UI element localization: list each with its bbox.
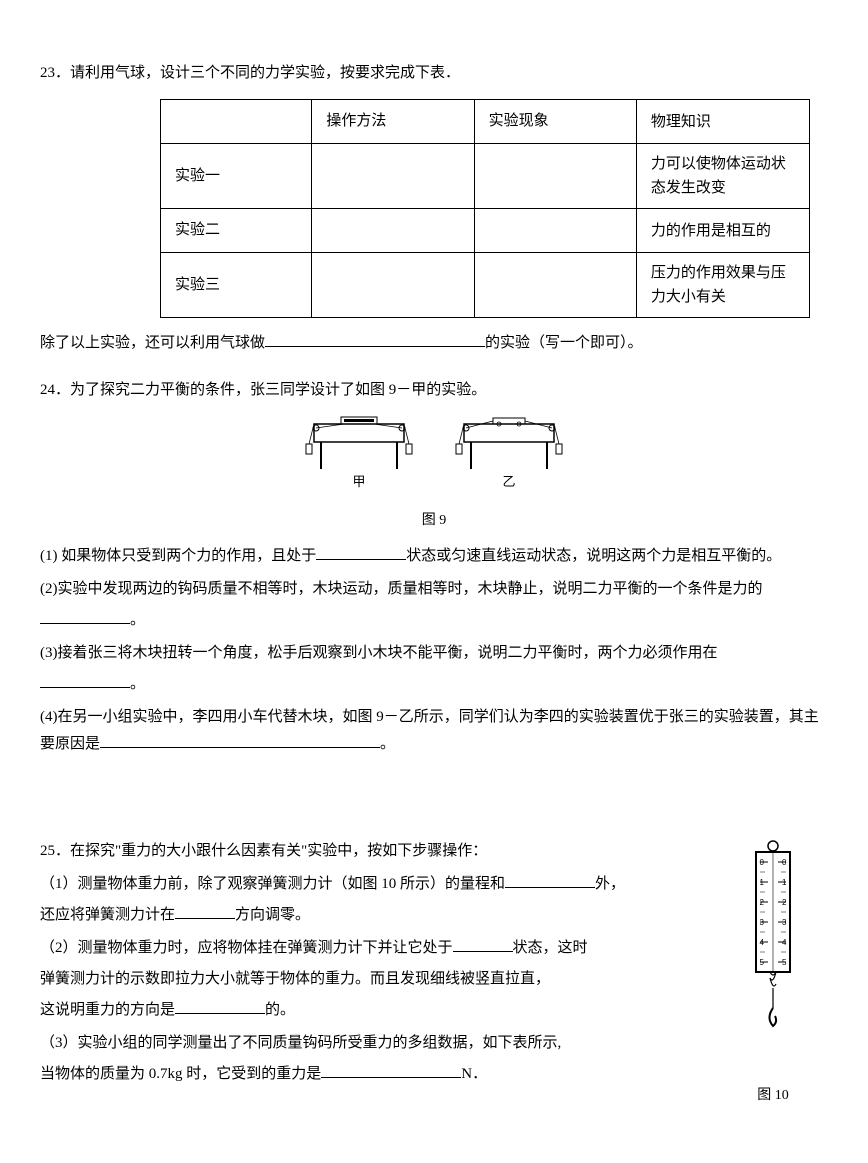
fig9-caption: 图 9 <box>40 508 828 533</box>
q25-p1-c2: 方向调零。 <box>235 907 310 923</box>
header-method: 操作方法 <box>312 100 474 144</box>
question-25: 0 0 1 1 2 2 3 3 4 4 5 5 <box>40 838 828 1088</box>
q24-p2-a: (2)实验中发现两边的钩码质量不相等时，木块运动，质量相等时，木块静止，说明二力… <box>40 581 763 597</box>
q25-text-body: 25．在探究"重力的大小跟什么因素有关"实验中，按如下步骤操作： （1）测量物体… <box>40 838 680 1088</box>
q24-p2: (2)实验中发现两边的钩码质量不相等时，木块运动，质量相等时，木块静止，说明二力… <box>40 576 828 634</box>
q25-p1-b: 外， <box>595 876 625 892</box>
blank-fill <box>453 937 513 952</box>
q23-footer-before: 除了以上实验，还可以利用气球做 <box>40 335 265 351</box>
svg-text:1: 1 <box>782 878 787 887</box>
question-24: 24．为了探究二力平衡的条件，张三同学设计了如图 9－甲的实验。 甲 <box>40 377 828 758</box>
blank-fill <box>265 332 485 347</box>
svg-text:0: 0 <box>782 858 787 867</box>
row3-observe-cell <box>474 253 636 318</box>
q23-prompt: 23．请利用气球，设计三个不同的力学实验，按要求完成下表． <box>40 60 828 87</box>
q25-p2-d1: 这说明重力的方向是 <box>40 1002 175 1018</box>
svg-text:0: 0 <box>760 858 765 867</box>
q25-p1-a: （1）测量物体重力前，除了观察弹簧测力计（如图 10 所示）的量程和 <box>40 876 505 892</box>
header-observe: 实验现象 <box>474 100 636 144</box>
table-yi-icon: 乙 <box>449 414 569 494</box>
q24-p2-c: 。 <box>130 612 145 628</box>
svg-text:2: 2 <box>760 898 765 907</box>
q24-p4: (4)在另一小组实验中，李四用小车代替木块，如图 9－乙所示，同学们认为李四的实… <box>40 704 828 758</box>
q24-p1-b: 状态或匀速直线运动状态，说明这两个力是相互平衡的。 <box>406 548 781 564</box>
fig-label-yi: 乙 <box>502 474 515 489</box>
q23-footer: 除了以上实验，还可以利用气球做 的实验（写一个即可）。 <box>40 330 828 357</box>
fig10-caption: 图 10 <box>728 1083 818 1108</box>
q25-p2: （2）测量物体重力时，应将物体挂在弹簧测力计下并让它处于 状态，这时 弹簧测力计的… <box>40 935 680 1024</box>
row2-observe-cell <box>474 209 636 253</box>
q24-p3-c: 。 <box>130 676 145 692</box>
svg-text:5: 5 <box>782 958 787 967</box>
header-blank <box>161 100 312 144</box>
row1-label: 实验一 <box>161 144 312 209</box>
q25-p2-b: 状态，这时 <box>513 940 588 956</box>
row1-knowledge: 力可以使物体运动状态发生改变 <box>636 144 809 209</box>
figure-9: 甲 乙 图 9 <box>40 414 828 533</box>
blank-fill <box>100 733 380 748</box>
row1-observe-cell <box>474 144 636 209</box>
row1-method-cell <box>312 144 474 209</box>
q24-prompt: 24．为了探究二力平衡的条件，张三同学设计了如图 9－甲的实验。 <box>40 377 828 404</box>
table-row: 实验一 力可以使物体运动状态发生改变 <box>161 144 810 209</box>
q25-p3-b1: 当物体的质量为 0.7kg 时，它受到的重力是 <box>40 1066 321 1082</box>
row2-knowledge: 力的作用是相互的 <box>636 209 809 253</box>
svg-text:2: 2 <box>782 898 787 907</box>
table-jia-icon: 甲 <box>299 414 419 494</box>
blank-fill <box>321 1063 461 1078</box>
svg-text:5: 5 <box>760 958 765 967</box>
header-knowledge: 物理知识 <box>636 100 809 144</box>
q24-p1: (1) 如果物体只受到两个力的作用，且处于 状态或匀速直线运动状态，说明这两个力是… <box>40 543 828 570</box>
spring-scale-icon: 0 0 1 1 2 2 3 3 4 4 5 5 <box>728 838 818 1038</box>
question-23: 23．请利用气球，设计三个不同的力学实验，按要求完成下表． 操作方法 实验现象 … <box>40 60 828 357</box>
blank-fill <box>175 904 235 919</box>
row3-label: 实验三 <box>161 253 312 318</box>
svg-text:1: 1 <box>760 878 765 887</box>
q24-p4-c: 。 <box>380 736 395 752</box>
q25-prompt: 25．在探究"重力的大小跟什么因素有关"实验中，按如下步骤操作： <box>40 838 680 865</box>
q24-p3: (3)接着张三将木块扭转一个角度，松手后观察到小木块不能平衡，说明二力平衡时，两… <box>40 640 828 698</box>
table-header-row: 操作方法 实验现象 物理知识 <box>161 100 810 144</box>
table-row: 实验二 力的作用是相互的 <box>161 209 810 253</box>
q23-table: 操作方法 实验现象 物理知识 实验一 力可以使物体运动状态发生改变 实验二 力的… <box>160 99 810 318</box>
row3-method-cell <box>312 253 474 318</box>
row2-method-cell <box>312 209 474 253</box>
svg-text:3: 3 <box>782 918 787 927</box>
q25-p3-b2: N． <box>461 1066 487 1082</box>
q25-p3-a: （3）实验小组的同学测量出了不同质量钩码所受重力的多组数据，如下表所示, <box>40 1030 680 1057</box>
blank-fill <box>316 545 406 560</box>
figure-10: 0 0 1 1 2 2 3 3 4 4 5 5 <box>728 838 818 1108</box>
q25-p3: （3）实验小组的同学测量出了不同质量钩码所受重力的多组数据，如下表所示, 当物体… <box>40 1030 680 1088</box>
figure-9-tables: 甲 乙 <box>299 414 569 494</box>
q25-p2-c: 弹簧测力计的示数即拉力大小就等于物体的重力。而且发现细线被竖直拉直， <box>40 966 680 993</box>
row3-knowledge: 压力的作用效果与压力大小有关 <box>636 253 809 318</box>
svg-text:3: 3 <box>760 918 765 927</box>
blank-fill <box>505 873 595 888</box>
q25-p2-a: （2）测量物体重力时，应将物体挂在弹簧测力计下并让它处于 <box>40 940 453 956</box>
blank-fill <box>175 999 265 1014</box>
q24-p1-a: (1) 如果物体只受到两个力的作用，且处于 <box>40 548 316 564</box>
row2-label: 实验二 <box>161 209 312 253</box>
q25-p1: （1）测量物体重力前，除了观察弹簧测力计（如图 10 所示）的量程和 外， 还应将… <box>40 871 680 929</box>
q25-p1-c1: 还应将弹簧测力计在 <box>40 907 175 923</box>
svg-text:4: 4 <box>760 938 765 947</box>
table-row: 实验三 压力的作用效果与压力大小有关 <box>161 253 810 318</box>
blank-fill <box>40 609 130 624</box>
q25-p2-d2: 的。 <box>265 1002 295 1018</box>
blank-fill <box>40 673 130 688</box>
q24-p3-a: (3)接着张三将木块扭转一个角度，松手后观察到小木块不能平衡，说明二力平衡时，两… <box>40 645 718 661</box>
q23-footer-after: 的实验（写一个即可）。 <box>485 335 643 351</box>
svg-text:4: 4 <box>782 938 787 947</box>
fig-label-jia: 甲 <box>352 474 365 489</box>
